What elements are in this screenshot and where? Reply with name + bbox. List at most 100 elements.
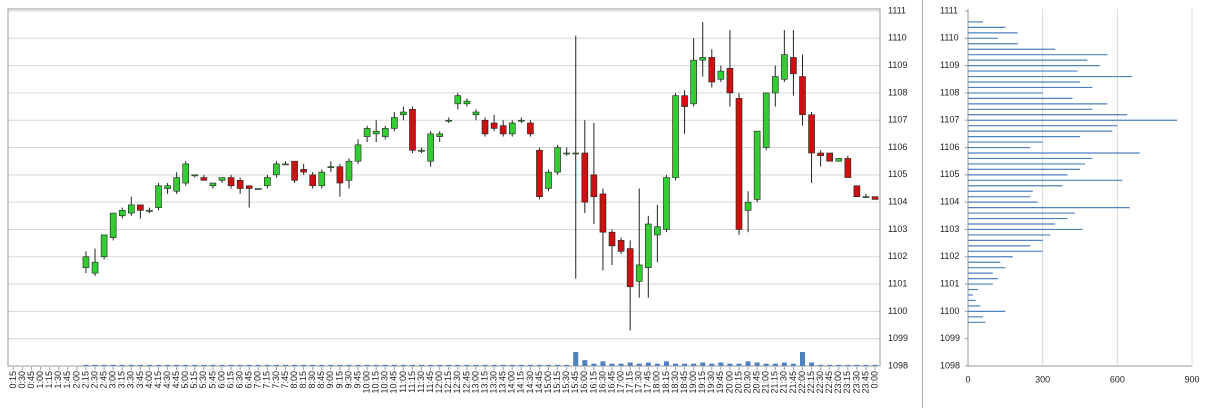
x-tick-label: 20:30 [742, 371, 752, 394]
candle-body [708, 57, 716, 83]
volume-bar [527, 364, 533, 366]
x-tick-label: 19:45 [715, 371, 725, 394]
volume-bar [174, 364, 180, 366]
x-tick-label: 600 [1110, 374, 1125, 384]
volume-bar [446, 364, 452, 366]
x-tick-label: 19:15 [697, 371, 707, 394]
candle-body [681, 95, 688, 107]
x-tick-label: 5:30 [198, 371, 208, 389]
candle-body [590, 174, 598, 197]
candle-body [273, 163, 280, 176]
candle-body [735, 98, 743, 230]
x-tick-label: 22:30 [815, 371, 825, 394]
x-tick-label: 3:15 [117, 371, 127, 389]
candle-body [744, 201, 752, 211]
candle-body [481, 119, 489, 135]
y-tick-label: 1103 [888, 224, 907, 234]
x-tick-label: 16:15 [588, 371, 598, 394]
x-tick-label: 7:45 [280, 371, 290, 389]
volume-bar [509, 364, 515, 366]
x-tick-label: 0:30 [17, 371, 27, 389]
volume-bar [337, 364, 343, 366]
candle-body [527, 122, 534, 135]
volume-bar [700, 362, 706, 366]
x-tick-label: 9:00 [325, 371, 335, 389]
candle-body [626, 248, 634, 288]
candle-body [454, 95, 462, 105]
y-tick-label: 1104 [888, 197, 907, 207]
x-tick-label: 1:00 [35, 371, 45, 389]
candle-body [318, 171, 326, 187]
x-tick-label: 7:00 [253, 371, 263, 389]
candle-body [200, 177, 208, 181]
candle-body [690, 59, 697, 105]
volume-bar [609, 363, 615, 366]
volume-bar [346, 364, 352, 366]
volume-bar [301, 364, 307, 366]
candle-body [617, 240, 625, 252]
volume-bar [183, 364, 189, 366]
candle-body [608, 231, 616, 247]
x-tick-label: 14:45 [534, 371, 544, 394]
y-tick-label: 1110 [940, 33, 959, 43]
y-tick-label: 1101 [940, 278, 959, 288]
x-tick-label: 2:00 [71, 371, 81, 389]
volume-bar [464, 364, 470, 366]
y-tick-label: 1105 [940, 169, 959, 179]
candle-body [236, 180, 244, 189]
volume-bar [799, 352, 805, 366]
x-tick-label: 7:30 [271, 371, 281, 389]
y-tick-label: 1108 [940, 87, 959, 97]
x-tick-label: 21:00 [761, 371, 771, 394]
volume-bar [872, 364, 878, 366]
candle-body [345, 160, 353, 181]
y-tick-label: 1107 [888, 115, 907, 125]
volume-bar [500, 364, 506, 366]
candle-body [436, 133, 443, 137]
x-tick-label: 4:00 [144, 371, 154, 389]
volume-bar [110, 364, 116, 366]
x-tick-label: 4:30 [162, 371, 172, 389]
volume-bar [582, 360, 588, 366]
y-tick-label: 1099 [888, 333, 908, 343]
x-tick-label: 8:00 [289, 371, 299, 389]
x-tick-label: 15:30 [561, 371, 571, 394]
x-tick-label: 17:00 [615, 371, 625, 394]
x-tick-label: 13:00 [470, 371, 480, 394]
candle-body [490, 122, 498, 129]
x-tick-label: 11:30 [416, 371, 426, 393]
x-tick-label: 17:45 [643, 371, 653, 394]
x-tick-label: 23:15 [842, 371, 852, 394]
x-tick-label: 6:00 [216, 371, 226, 389]
volume-bar [636, 363, 642, 366]
candle-body [372, 130, 380, 135]
x-tick-label: 20:45 [752, 371, 762, 394]
volume-bar [863, 364, 869, 366]
volume-bar [600, 361, 606, 366]
volume-bar [101, 364, 107, 366]
volume-bar [546, 364, 552, 366]
candle-body [499, 125, 507, 135]
y-tick-label: 1102 [940, 251, 959, 261]
x-tick-label: 4:15 [153, 371, 163, 389]
volume-bar [237, 364, 243, 366]
candle-body [264, 177, 271, 187]
volume-bar [673, 363, 679, 366]
candle-body [254, 188, 262, 190]
x-tick-label: 17:30 [634, 371, 644, 394]
candle-body [363, 128, 371, 137]
x-tick-label: 11:45 [425, 371, 435, 393]
x-tick-label: 23:00 [833, 371, 843, 394]
x-tick-label: 20:00 [724, 371, 734, 394]
x-tick-label: 21:45 [788, 371, 798, 394]
volume-bar [455, 364, 461, 366]
candle-body [354, 144, 362, 162]
x-tick-label: 3:45 [135, 371, 145, 389]
volume-bar [283, 364, 288, 366]
volume-bar [219, 364, 225, 366]
volume-bar [437, 364, 443, 366]
x-tick-label: 22:00 [797, 371, 807, 394]
x-tick-label: 8:45 [316, 371, 326, 389]
x-tick-label: 10:30 [380, 371, 390, 394]
